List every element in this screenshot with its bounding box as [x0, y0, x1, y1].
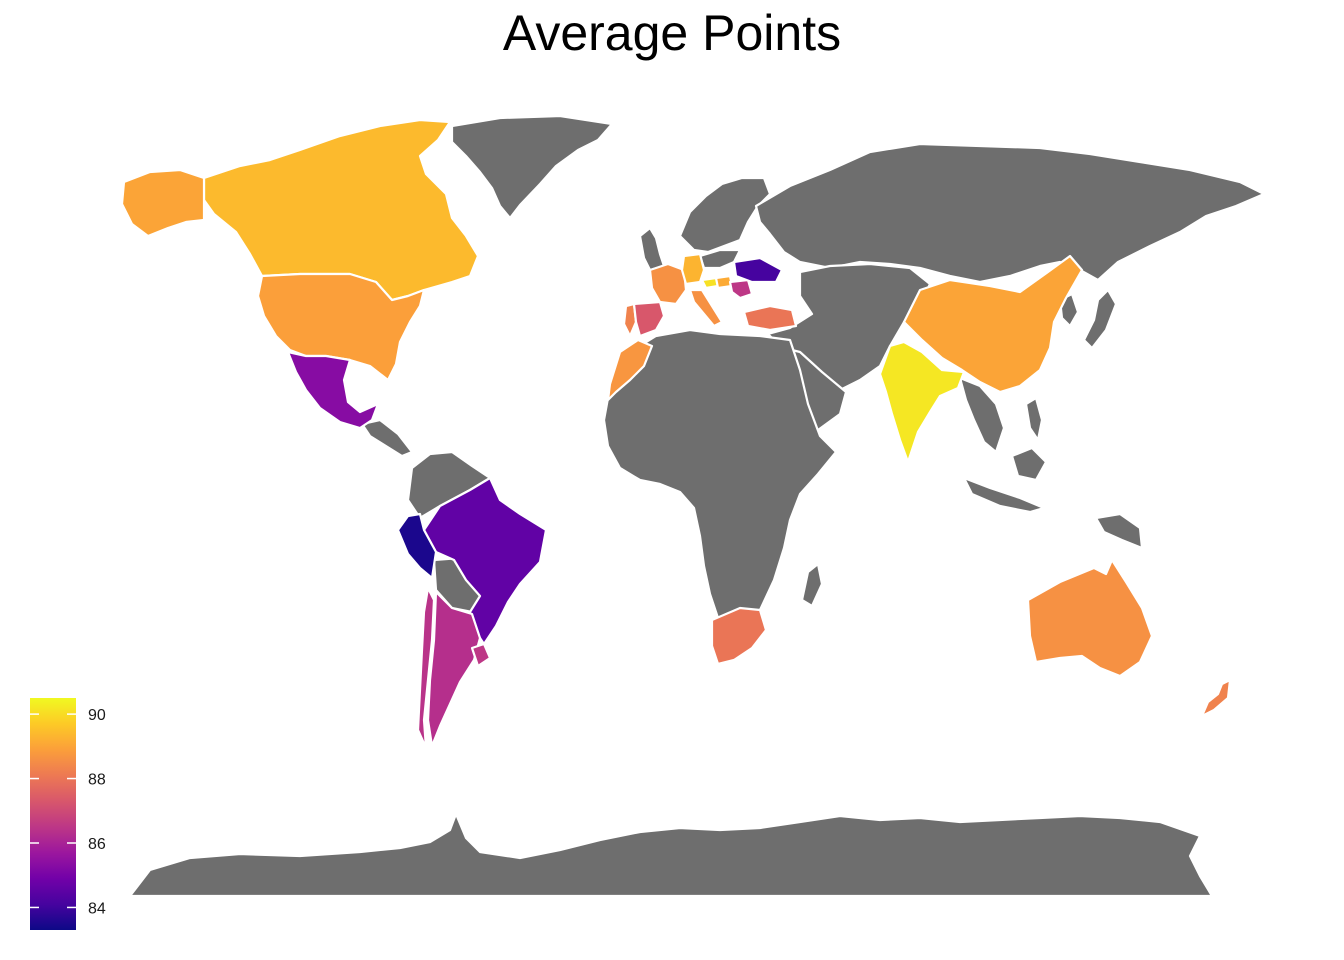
region-portugal: [622, 302, 638, 338]
region-spain: [632, 300, 666, 338]
region-africa: [602, 328, 838, 626]
region-ukraine: [732, 256, 784, 284]
map-title: Average Points: [502, 5, 842, 61]
region-madagascar: [800, 562, 824, 608]
region-chile: [416, 586, 436, 750]
legend-tick-label: 88: [88, 772, 106, 789]
region-france: [648, 262, 688, 306]
legend-color-bar: [30, 698, 76, 930]
region-brazil: [422, 476, 548, 646]
region-uk: [638, 226, 666, 272]
region-argentina: [426, 590, 482, 748]
region-morocco: [606, 338, 654, 402]
region-japan: [1082, 288, 1118, 350]
region-south-africa: [710, 606, 768, 666]
legend-tick-label: 86: [88, 836, 106, 853]
region-italy: [688, 288, 724, 328]
region-germany: [680, 252, 706, 286]
legend-tick-label: 84: [88, 900, 106, 917]
color-legend: 84 86 88 90: [30, 698, 106, 930]
region-scandinavia: [678, 176, 772, 254]
region-central-america: [360, 418, 414, 458]
region-borneo: [1010, 446, 1048, 482]
region-new-guinea: [1094, 512, 1144, 550]
colored-countries: [120, 118, 1232, 750]
region-turkey: [742, 304, 798, 332]
region-greenland: [450, 114, 614, 220]
region-canada: [202, 118, 480, 302]
region-indonesia: [962, 476, 1046, 514]
region-philippines: [1024, 396, 1044, 442]
region-china: [902, 254, 1084, 394]
region-uruguay: [470, 642, 492, 668]
region-southeast-asia: [958, 376, 1006, 454]
region-mexico: [286, 350, 380, 430]
region-alaska: [120, 168, 206, 238]
region-russia: [754, 142, 1266, 284]
region-antarctica: [128, 812, 1214, 898]
region-new-zealand: [1200, 678, 1232, 718]
region-india: [878, 340, 966, 464]
no-data-land: [128, 114, 1266, 898]
region-peru: [396, 512, 438, 580]
legend-tick-label: 90: [88, 707, 106, 724]
legend-ticks: 84 86 88 90: [30, 707, 106, 917]
region-australia: [1026, 558, 1154, 678]
region-bulgaria: [728, 278, 754, 300]
